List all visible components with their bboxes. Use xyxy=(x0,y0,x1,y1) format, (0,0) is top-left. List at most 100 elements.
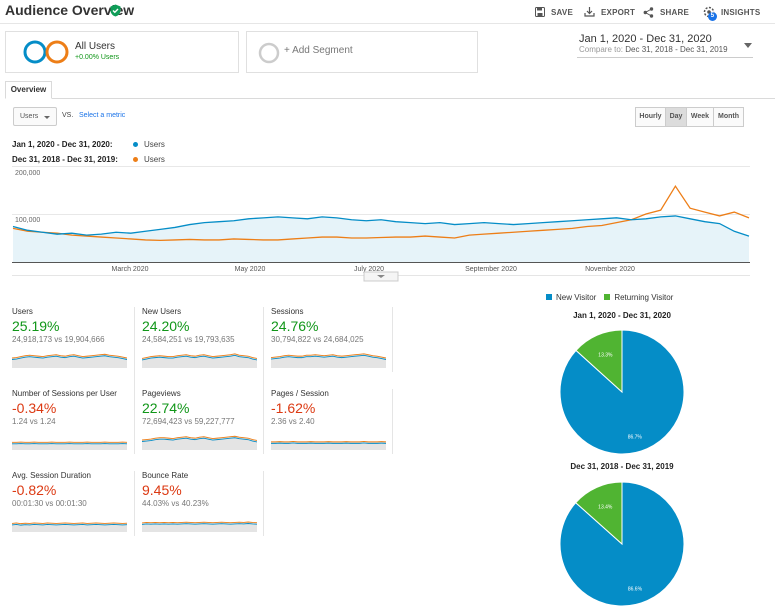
scorecard-sparkline xyxy=(12,441,127,450)
legend-dot xyxy=(133,156,138,162)
x-tick-label: March 2020 xyxy=(112,266,149,273)
scorecard-label: Sessions xyxy=(271,307,304,316)
save-button[interactable]: SAVE xyxy=(535,4,573,20)
export-icon xyxy=(584,7,595,17)
scorecard-percent: 24.76% xyxy=(271,318,319,334)
x-tick-label: May 2020 xyxy=(235,266,266,273)
scorecard-percent: -0.34% xyxy=(12,400,57,416)
x-tick-label: September 2020 xyxy=(465,266,517,273)
scorecard-comparison: 2.36 vs 2.40 xyxy=(271,417,315,426)
pie-legend-label: New Visitor xyxy=(556,293,597,302)
insights-badge: 5 xyxy=(708,11,717,21)
page-title: Audience Overview xyxy=(5,2,135,18)
pie-legend-item[interactable]: Returning Visitor xyxy=(604,293,673,302)
pie-slice-label: 86.6% xyxy=(628,587,643,593)
scorecard-label: Pageviews xyxy=(142,389,181,398)
scorecard-users[interactable]: Users 25.19% 24,918,173 vs 19,904,666 xyxy=(12,307,137,371)
scorecard-sparkline xyxy=(142,435,257,450)
card-divider xyxy=(263,307,264,454)
scorecard-pageviews[interactable]: Pageviews 22.74% 72,694,423 vs 59,227,77… xyxy=(142,389,267,453)
series-line-previous xyxy=(12,184,750,242)
granularity-day-button[interactable]: Day xyxy=(665,107,687,127)
scorecard-sparkline xyxy=(12,353,127,368)
card-divider xyxy=(392,307,393,372)
pie-title: Jan 1, 2020 - Dec 31, 2020 xyxy=(573,311,671,320)
select-metric-link[interactable]: Select a metric xyxy=(79,112,126,119)
scorecard-sparkline xyxy=(142,353,257,368)
sparkline-area xyxy=(142,353,257,368)
scorecard-comparison: 44.03% vs 40.23% xyxy=(142,499,209,508)
granularity-month-button[interactable]: Month xyxy=(713,107,744,127)
export-label: EXPORT xyxy=(601,7,636,17)
pie-chart-previous: 86.6% 13.4% xyxy=(559,481,685,607)
sparkline-line-current xyxy=(271,354,386,360)
scorecard-bounce-rate[interactable]: Bounce Rate 9.45% 44.03% vs 40.23% xyxy=(142,471,267,535)
sparkline-line-previous xyxy=(142,521,257,524)
scorecard-percent: 9.45% xyxy=(142,482,182,498)
scorecard-sessions[interactable]: Sessions 24.76% 30,794,822 vs 24,684,025 xyxy=(271,307,396,371)
segment-rings-icon xyxy=(23,40,69,64)
metric-select[interactable]: Users xyxy=(13,107,57,126)
segment-all-users[interactable]: All Users +0.00% Users xyxy=(5,31,239,73)
scorecard-new-users[interactable]: New Users 24.20% 24,584,251 vs 19,793,63… xyxy=(142,307,267,371)
card-divider xyxy=(392,389,393,454)
sparkline-line-current xyxy=(142,354,257,361)
scorecard-percent: -1.62% xyxy=(271,400,316,416)
scorecard-sessions-per-user[interactable]: Number of Sessions per User -0.34% 1.24 … xyxy=(12,389,137,453)
scorecard-label: Users xyxy=(12,307,33,316)
share-button[interactable]: SHARE xyxy=(643,4,689,20)
share-label: SHARE xyxy=(660,7,690,17)
y-tick-label: 200,000 xyxy=(15,170,40,177)
scorecard-sparkline xyxy=(271,353,386,368)
scorecard-percent: 25.19% xyxy=(12,318,60,334)
scorecard-label: Bounce Rate xyxy=(142,471,189,480)
vs-label: VS. xyxy=(62,112,74,119)
legend-swatch xyxy=(546,294,552,300)
page-header: Audience Overview SAVE EXPORT SHARE 5 IN… xyxy=(0,0,775,24)
save-icon xyxy=(535,7,545,17)
save-label: SAVE xyxy=(551,7,573,17)
sparkline-line-current xyxy=(142,523,257,525)
pie-slice-returning-visitor[interactable] xyxy=(575,329,623,394)
legend-swatch xyxy=(604,294,611,300)
scorecard-percent: 22.74% xyxy=(142,400,190,416)
scorecard-sparkline xyxy=(12,522,127,532)
scorecard-percent: -0.82% xyxy=(12,482,57,498)
users-line-chart: 200,000 100,000 March 2020 May 2020 July… xyxy=(12,166,750,282)
date-range-caret-icon[interactable] xyxy=(744,43,752,48)
scorecard-comparison: 00:01:30 vs 00:01:30 xyxy=(12,499,87,508)
scorecard-comparison: 72,694,423 vs 59,227,777 xyxy=(142,417,235,426)
sparkline-line-previous xyxy=(271,353,386,359)
legend-dot xyxy=(133,141,138,147)
scorecard-sparkline xyxy=(271,440,386,450)
granularity-week-button[interactable]: Week xyxy=(686,107,714,127)
card-divider xyxy=(134,471,135,536)
series-line-current xyxy=(12,215,750,237)
pie-title: Dec 31, 2018 - Dec 31, 2019 xyxy=(570,462,674,471)
chevron-down-icon xyxy=(44,116,50,119)
date-range-picker[interactable]: Jan 1, 2020 - Dec 31, 2020 Compare to: D… xyxy=(577,33,753,58)
add-segment-button[interactable]: + Add Segment xyxy=(246,31,478,73)
insights-button[interactable]: 5 INSIGHTS xyxy=(703,4,760,21)
verified-shield-icon xyxy=(110,4,121,17)
legend-metric: Users xyxy=(144,139,165,149)
tab-overview[interactable]: Overview xyxy=(5,81,52,99)
granularity-toggle: Hourly Day Week Month xyxy=(635,107,744,127)
export-button[interactable]: EXPORT xyxy=(584,4,635,20)
series-area-current xyxy=(13,215,749,262)
chevron-down-icon[interactable] xyxy=(377,275,385,278)
pie-slice-returning-visitor[interactable] xyxy=(575,481,623,546)
sparkline-line-previous xyxy=(142,353,257,359)
y-tick-label: 100,000 xyxy=(15,217,40,224)
scorecard-pages-per-session[interactable]: Pages / Session -1.62% 2.36 vs 2.40 xyxy=(271,389,396,453)
insights-icon: 5 xyxy=(703,6,717,21)
compare-label: Compare to: xyxy=(579,45,624,54)
scorecard-avg-session-duration[interactable]: Avg. Session Duration -0.82% 00:01:30 vs… xyxy=(12,471,137,535)
scorecard-sparkline xyxy=(142,521,257,532)
scorecard-percent: 24.20% xyxy=(142,318,190,334)
granularity-hourly-button[interactable]: Hourly xyxy=(635,107,666,127)
legend-row-current: Jan 1, 2020 - Dec 31, 2020: Users xyxy=(12,138,165,150)
add-segment-label: + Add Segment xyxy=(284,45,353,56)
date-range-compare: Compare to: Dec 31, 2018 - Dec 31, 2019 xyxy=(579,45,728,54)
pie-legend-item[interactable]: New Visitor xyxy=(546,293,596,302)
